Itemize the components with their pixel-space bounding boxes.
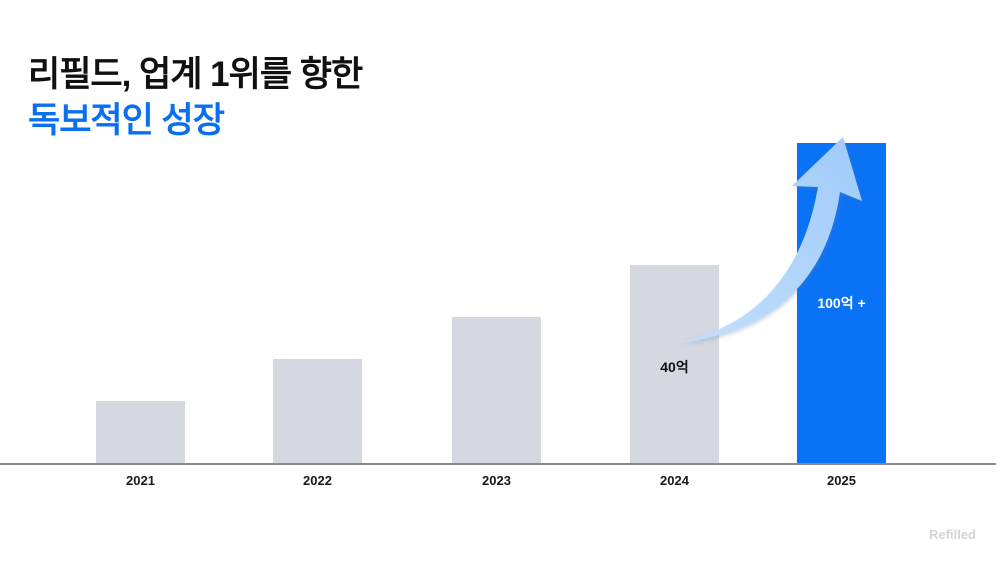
title-line-2: 독보적인 성장 xyxy=(28,101,225,140)
page-title: 리필드, 업계 1위를 향한 독보적인 성장 xyxy=(28,52,363,144)
x-label-2021: 2021 xyxy=(126,473,155,488)
brand-logo: Refilled xyxy=(929,527,976,542)
x-label-2022: 2022 xyxy=(303,473,332,488)
bar-2021 xyxy=(96,401,185,463)
x-axis-line xyxy=(0,463,996,465)
bar-2023 xyxy=(452,317,541,463)
x-label-2023: 2023 xyxy=(482,473,511,488)
title-line-1: 리필드, 업계 1위를 향한 xyxy=(28,55,363,94)
value-label-2025: 100억 + xyxy=(817,295,866,311)
bar-2022 xyxy=(273,359,362,463)
x-label-2025: 2025 xyxy=(827,473,856,488)
x-label-2024: 2024 xyxy=(660,473,689,488)
value-label-2024: 40억 xyxy=(660,359,689,375)
